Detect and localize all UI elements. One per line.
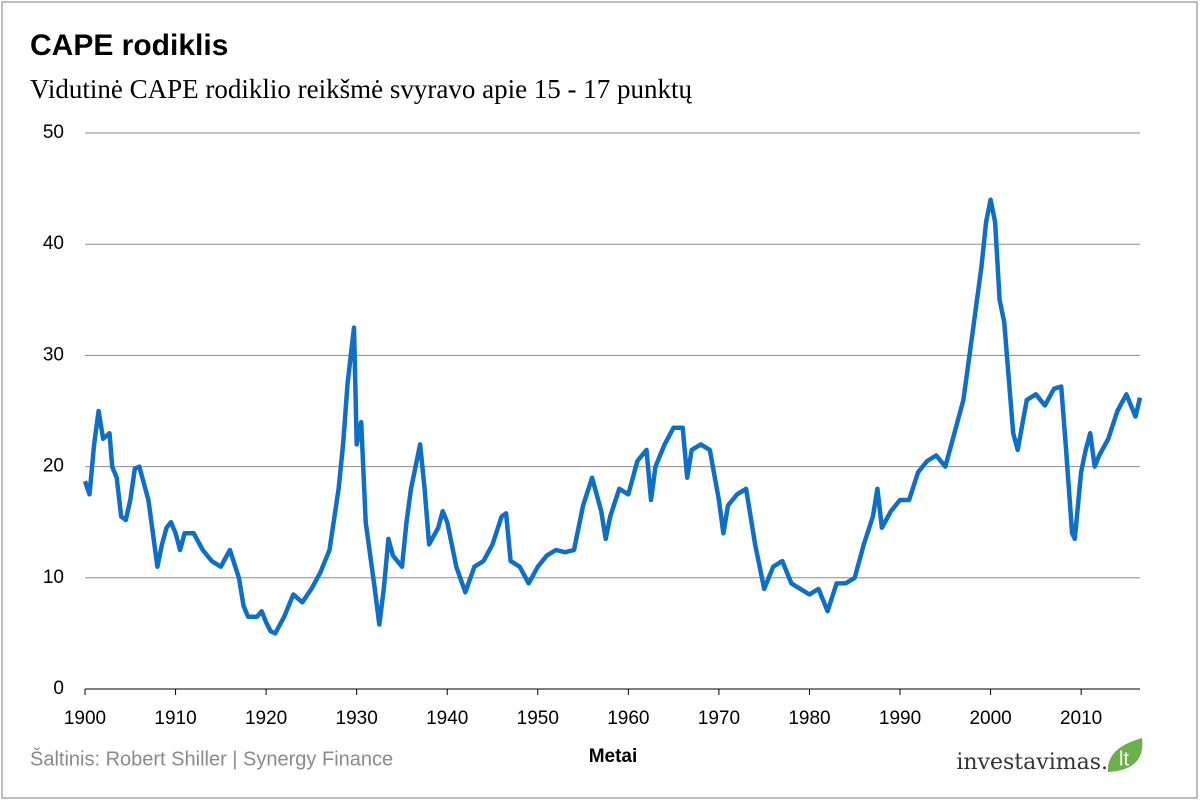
y-tick-label: 10 [43,567,64,588]
y-tick-label: 20 [43,456,64,477]
x-tick-label: 1950 [517,708,559,729]
logo-text: investavimas. [956,750,1108,775]
logo-suffix: lt [1119,748,1129,770]
x-tick-label: 1990 [879,708,921,729]
line [82,197,1143,636]
y-tick-label: 30 [43,344,64,365]
x-tick-label: 1930 [336,708,378,729]
y-tick-label: 50 [43,122,64,143]
source: Šaltinis: Robert Shiller | Synergy Finan… [30,747,393,770]
x-tick-label: 2000 [969,708,1011,729]
x-tick-label: 2010 [1060,708,1102,729]
x-axis-label: Metai [589,746,638,767]
y-tick-label: 40 [43,233,64,254]
y-tick-label: 0 [53,678,64,699]
x-tick-label: 1980 [788,708,830,729]
chart-title: CAPE rodiklis [30,29,228,62]
chart-subtitle: Vidutinė CAPE rodiklio reikšmė svyravo a… [30,74,693,104]
x-tick-label: 1940 [426,708,468,729]
x-tick-label: 1910 [154,708,196,729]
logo-leaf [1107,738,1143,772]
x-tick-label: 1900 [64,708,106,729]
x-tick-label: 1920 [245,708,287,729]
x-tick-label: 1960 [607,708,649,729]
x-tick-label: 1970 [698,708,740,729]
